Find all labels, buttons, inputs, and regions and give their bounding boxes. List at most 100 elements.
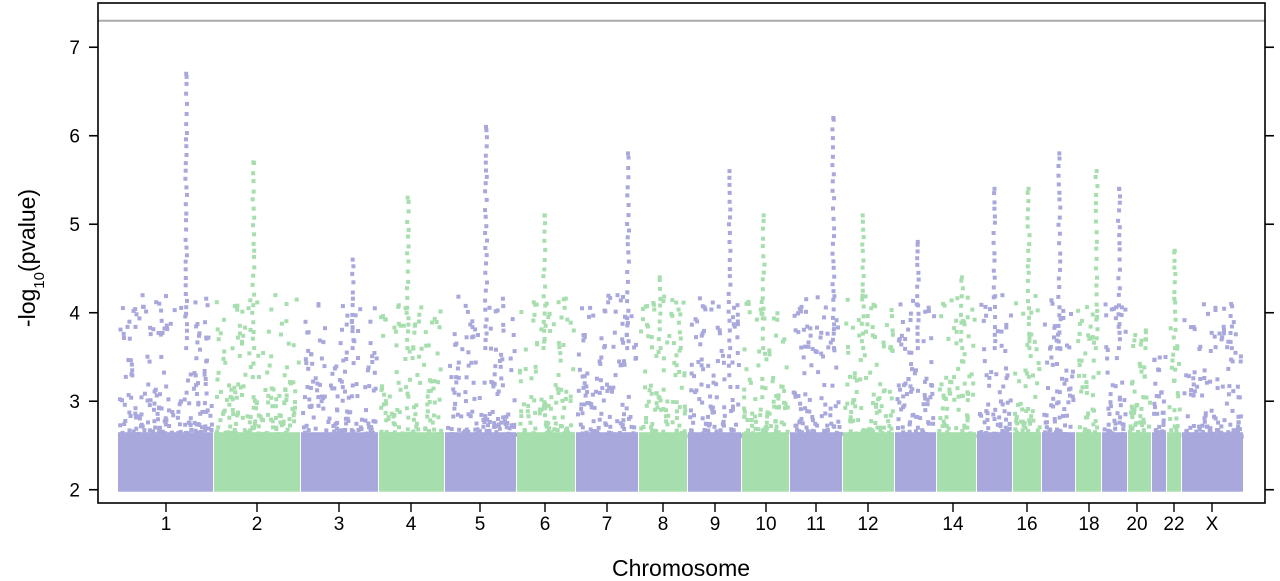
data-point	[503, 419, 507, 424]
data-point	[309, 403, 314, 408]
data-point	[799, 309, 804, 314]
peak-point	[726, 300, 731, 304]
peak-point	[184, 131, 189, 135]
data-point	[326, 420, 331, 424]
data-point	[913, 429, 918, 434]
peak-point	[1093, 219, 1098, 224]
data-point	[967, 374, 972, 379]
data-point	[316, 302, 321, 307]
data-point	[1105, 356, 1110, 361]
data-point	[1003, 349, 1008, 353]
data-point	[292, 419, 297, 424]
data-point	[284, 302, 289, 306]
peak-point	[351, 280, 356, 285]
data-point	[120, 430, 125, 435]
data-point	[804, 297, 809, 302]
data-point	[156, 417, 160, 422]
data-point	[382, 434, 387, 439]
data-point	[137, 416, 142, 421]
peak-point	[1117, 208, 1122, 213]
data-point	[1108, 429, 1113, 434]
data-point	[747, 377, 752, 382]
data-point	[1238, 359, 1243, 364]
data-point	[269, 395, 274, 400]
data-point	[819, 330, 824, 335]
data-point	[1033, 394, 1038, 399]
data-point	[218, 418, 223, 423]
data-point	[854, 390, 859, 394]
peak-point	[252, 215, 257, 220]
data-point	[946, 336, 951, 341]
data-point	[859, 406, 864, 410]
data-point	[944, 375, 949, 380]
data-point	[233, 390, 238, 395]
data-point	[355, 394, 360, 399]
data-point	[259, 417, 264, 422]
data-point	[188, 372, 193, 377]
data-point	[454, 341, 459, 346]
data-point	[898, 387, 902, 392]
data-point	[477, 429, 482, 434]
data-point	[860, 429, 865, 434]
peak-point	[183, 314, 188, 319]
data-point	[303, 319, 308, 324]
data-point	[250, 375, 255, 380]
data-point	[413, 322, 418, 327]
data-point	[979, 413, 984, 418]
peak-point	[483, 338, 488, 342]
peak-point	[727, 190, 732, 195]
data-point	[344, 350, 349, 355]
peak-point	[861, 331, 865, 336]
data-point	[1198, 344, 1203, 349]
data-point	[1116, 324, 1121, 329]
data-point	[901, 405, 906, 410]
data-point	[184, 390, 189, 395]
data-point	[862, 353, 867, 358]
data-point	[1191, 424, 1196, 428]
data-point	[1055, 346, 1060, 351]
data-point	[474, 421, 479, 426]
top-hit-chromosome-12	[860, 213, 865, 218]
peak-point	[183, 292, 188, 296]
x-tick-label: 22	[1163, 514, 1184, 535]
data-point	[142, 428, 147, 433]
data-point	[1023, 425, 1028, 430]
data-point	[720, 422, 725, 427]
data-point	[714, 429, 719, 434]
data-point	[163, 416, 168, 421]
data-point	[1208, 379, 1213, 384]
data-point	[335, 394, 340, 399]
data-point	[795, 311, 800, 316]
data-point	[908, 318, 913, 322]
data-point	[742, 414, 747, 419]
data-point	[1096, 434, 1101, 439]
data-point	[896, 417, 901, 422]
data-point	[227, 431, 232, 436]
peak-point	[1116, 218, 1121, 223]
data-point	[232, 432, 237, 437]
data-point	[321, 406, 326, 411]
data-point	[626, 394, 631, 399]
data-point	[305, 385, 310, 389]
data-point	[170, 410, 175, 414]
data-point	[499, 352, 504, 357]
data-point	[890, 314, 894, 319]
data-point	[1016, 402, 1020, 407]
data-point	[1129, 404, 1134, 409]
data-point	[1009, 313, 1013, 318]
data-point	[144, 309, 149, 314]
peak-point	[626, 259, 631, 264]
peak-point	[1173, 300, 1178, 305]
data-point	[1083, 351, 1088, 356]
data-point	[696, 360, 701, 364]
data-point	[681, 300, 686, 305]
data-point	[1055, 427, 1059, 432]
data-point	[639, 329, 644, 334]
data-point	[606, 293, 611, 298]
data-point	[594, 389, 598, 394]
data-point	[543, 413, 547, 418]
data-point	[900, 320, 905, 324]
peak-point	[1093, 346, 1098, 351]
data-point	[202, 372, 207, 377]
data-point	[991, 412, 996, 417]
